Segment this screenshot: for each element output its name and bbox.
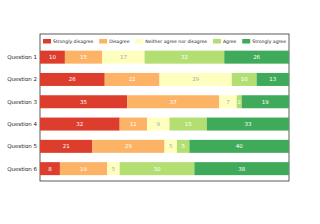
legend: Strongly disagree Disagree Neither agree n… [43, 39, 286, 44]
bar-segment [40, 95, 127, 108]
category-label: Question 4 [7, 121, 37, 127]
data-label: 38 [238, 166, 245, 172]
data-label: 26 [69, 76, 76, 82]
bar-segment [60, 162, 107, 175]
data-label: 33 [244, 121, 251, 127]
bar-segment [224, 51, 289, 64]
bar-segment [120, 162, 195, 175]
bar-segment [127, 95, 219, 108]
data-label: 35 [80, 99, 87, 105]
data-label: 8 [48, 166, 52, 172]
chart: 10 26 35 32 21 8 15 22 37 11 29 19 17 29 7 9 5 5 32 10 2 15 5 3… [0, 0, 320, 224]
data-label: 7 [226, 99, 230, 105]
data-label: 29 [125, 143, 132, 149]
bar-segment [189, 140, 289, 153]
legend-swatch [43, 39, 51, 44]
category-label: Question 1 [7, 54, 37, 60]
data-label: 9 [157, 121, 161, 127]
legend-swatch [213, 39, 221, 44]
data-label: 19 [262, 99, 269, 105]
data-label: 29 [192, 76, 199, 82]
legend-label: Neither agree nor disagree [145, 39, 207, 44]
bar-segment [219, 95, 236, 108]
bar-segment [92, 140, 164, 153]
bar-segment [169, 118, 206, 131]
bar-segment [177, 140, 189, 153]
data-label: 32 [76, 121, 83, 127]
bar-segment [65, 51, 102, 64]
data-label: 26 [253, 54, 260, 60]
bar-segment [194, 162, 289, 175]
bar-segment [147, 118, 169, 131]
bar-segment [257, 73, 289, 86]
bar-segment [40, 73, 105, 86]
data-label: 10 [241, 76, 248, 82]
data-label: 19 [80, 166, 87, 172]
data-label: 32 [181, 54, 188, 60]
bar-segment [40, 118, 120, 131]
bar-segment [120, 118, 147, 131]
legend-swatch [99, 39, 107, 44]
category-label: Question 5 [7, 143, 37, 149]
bar-segment [242, 95, 289, 108]
bar-segment [160, 73, 232, 86]
bar-segment [102, 51, 144, 64]
bar-segment [165, 140, 177, 153]
data-label: 11 [130, 121, 137, 127]
data-label: 13 [269, 76, 276, 82]
data-label: 30 [154, 166, 161, 172]
data-label: 21 [63, 143, 70, 149]
bar-segment [207, 118, 289, 131]
plot-frame [40, 34, 289, 181]
legend-label: Agree [223, 39, 237, 44]
data-label: 5 [112, 166, 116, 172]
data-label: 37 [170, 99, 177, 105]
legend-swatch [135, 39, 143, 44]
legend-label: Strongly disagree [53, 39, 94, 44]
bar-segment [40, 140, 92, 153]
data-labels: 10 26 35 32 21 8 15 22 37 11 29 19 17 29 7 9 5 5 32 10 2 15 5 3… [48, 54, 277, 171]
category-label: Question 6 [7, 166, 37, 172]
legend-label: Disagree [109, 39, 130, 44]
data-label: 5 [181, 143, 185, 149]
data-label: 15 [185, 121, 192, 127]
bar-segment [40, 162, 60, 175]
bar-segment [40, 51, 65, 64]
data-label: 15 [80, 54, 87, 60]
legend-label: Strongly agree [252, 39, 286, 44]
category-label: Question 3 [7, 99, 37, 105]
legend-swatch [242, 39, 250, 44]
bar-segment [145, 51, 225, 64]
data-label: 10 [49, 54, 56, 60]
data-label: 22 [129, 76, 136, 82]
data-label: 17 [120, 54, 127, 60]
bar-segment [105, 73, 160, 86]
bar-segment [107, 162, 119, 175]
category-label: Question 2 [7, 76, 37, 82]
data-label: 2 [237, 99, 241, 105]
data-label: 40 [236, 143, 243, 149]
bar-segment [237, 95, 242, 108]
bar-segment [232, 73, 257, 86]
bars [40, 51, 289, 175]
data-label: 5 [169, 143, 173, 149]
